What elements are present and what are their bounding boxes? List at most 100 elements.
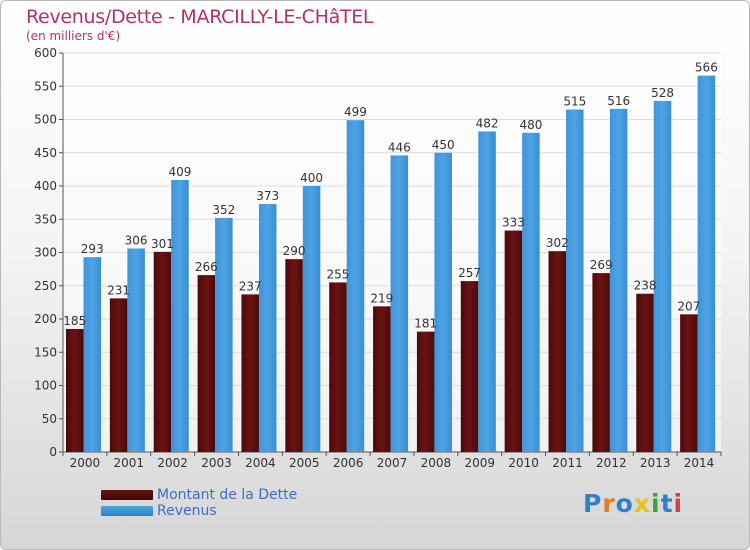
data-label-revenus: 482 xyxy=(476,116,499,130)
logo-letter: r xyxy=(602,489,616,518)
data-label-dette: 231 xyxy=(107,283,130,297)
x-tick-label: 2010 xyxy=(508,456,539,470)
y-tick-label: 300 xyxy=(34,246,57,260)
data-label-revenus: 373 xyxy=(256,189,279,203)
data-label-dette: 255 xyxy=(326,267,349,281)
x-tick-label: 2004 xyxy=(245,456,276,470)
bar-revenus xyxy=(478,131,496,452)
data-label-revenus: 400 xyxy=(300,171,323,185)
bar-dette xyxy=(592,273,610,452)
bar-dette xyxy=(460,281,479,452)
bar-revenus xyxy=(609,108,628,453)
x-tick-label: 2014 xyxy=(684,456,715,470)
bar-revenus xyxy=(697,75,716,453)
proxiti-logo: Proxiti xyxy=(583,489,683,518)
x-tick-label: 2006 xyxy=(333,456,364,470)
bar-dette xyxy=(373,306,391,452)
chart-subtitle: (en milliers d'€) xyxy=(26,29,121,43)
bar-dette xyxy=(329,282,347,452)
x-tick-label: 2013 xyxy=(640,456,671,470)
logo-letter: i xyxy=(673,489,684,518)
y-tick-label: 400 xyxy=(34,179,57,193)
bar-revenus xyxy=(434,152,452,452)
data-label-revenus: 352 xyxy=(212,203,235,217)
x-tick-label: 2007 xyxy=(377,456,408,470)
bar-revenus xyxy=(653,100,672,452)
legend-swatch-revenus xyxy=(101,506,153,516)
bar-dette xyxy=(66,328,84,452)
logo-letter: x xyxy=(633,489,651,518)
data-label-dette: 219 xyxy=(370,291,393,305)
y-tick-label: 200 xyxy=(34,312,57,326)
x-tick-label: 2003 xyxy=(201,456,232,470)
y-tick-label: 600 xyxy=(34,46,57,60)
bar-dette xyxy=(680,314,698,452)
data-label-dette: 302 xyxy=(546,236,569,250)
x-tick-label: 2012 xyxy=(596,456,627,470)
y-tick-label: 0 xyxy=(49,445,57,459)
bar-dette xyxy=(636,293,654,452)
x-tick-label: 2008 xyxy=(421,456,452,470)
logo-letter: P xyxy=(583,489,603,518)
data-label-dette: 266 xyxy=(195,260,218,274)
data-label-revenus: 515 xyxy=(563,95,586,109)
legend-item-dette: Montant de la Dette xyxy=(101,487,297,503)
x-tick-label: 2011 xyxy=(552,456,583,470)
data-label-revenus: 499 xyxy=(344,105,367,119)
logo-letter: o xyxy=(615,489,634,518)
data-label-dette: 301 xyxy=(151,237,174,251)
bar-dette xyxy=(153,251,172,452)
bar-revenus xyxy=(171,180,189,452)
bar-dette xyxy=(285,259,303,452)
data-label-dette: 333 xyxy=(502,216,525,230)
bar-revenus xyxy=(258,203,277,452)
logo-letter: t xyxy=(660,489,674,518)
y-tick-label: 350 xyxy=(34,212,57,226)
bar-dette xyxy=(548,251,567,452)
data-label-revenus: 516 xyxy=(607,94,630,108)
data-label-revenus: 306 xyxy=(125,234,148,248)
x-tick-label: 2000 xyxy=(70,456,101,470)
data-label-revenus: 450 xyxy=(432,138,455,152)
legend-swatch-dette xyxy=(101,490,153,500)
bar-revenus xyxy=(566,109,584,453)
y-tick-label: 450 xyxy=(34,146,57,160)
data-label-revenus: 566 xyxy=(695,61,718,75)
data-label-dette: 257 xyxy=(458,266,481,280)
data-label-dette: 185 xyxy=(63,314,86,328)
legend-item-revenus: Revenus xyxy=(101,503,297,519)
bar-revenus xyxy=(127,248,145,452)
data-label-dette: 269 xyxy=(590,258,613,272)
data-label-revenus: 409 xyxy=(169,165,192,179)
bar-revenus xyxy=(302,186,321,452)
bar-revenus xyxy=(83,257,101,452)
y-tick-label: 100 xyxy=(34,379,57,393)
data-label-dette: 290 xyxy=(283,244,306,258)
bar-dette xyxy=(416,331,435,452)
bar-dette xyxy=(504,230,523,452)
legend-label-revenus: Revenus xyxy=(157,503,217,519)
data-label-dette: 238 xyxy=(634,279,657,293)
bar-dette xyxy=(109,298,128,452)
data-label-dette: 237 xyxy=(239,279,262,293)
bar-dette xyxy=(241,294,259,452)
legend-label-dette: Montant de la Dette xyxy=(157,487,298,503)
y-tick-label: 500 xyxy=(34,113,57,127)
chart-title: Revenus/Dette - MARCILLY-LE-CHâTEL xyxy=(26,6,374,28)
bar-revenus xyxy=(390,155,409,452)
data-label-revenus: 446 xyxy=(388,140,411,154)
x-tick-label: 2009 xyxy=(464,456,495,470)
x-tick-label: 2005 xyxy=(289,456,320,470)
y-tick-label: 50 xyxy=(42,412,57,426)
data-label-dette: 207 xyxy=(677,299,700,313)
y-tick-label: 250 xyxy=(34,279,57,293)
bar-dette xyxy=(197,275,216,452)
data-label-revenus: 480 xyxy=(519,118,542,132)
y-tick-label: 150 xyxy=(34,345,57,359)
y-tick-label: 550 xyxy=(34,79,57,93)
legend: Montant de la Dette Revenus xyxy=(101,487,297,519)
bar-revenus xyxy=(522,132,540,453)
logo-letter: i xyxy=(651,489,661,518)
